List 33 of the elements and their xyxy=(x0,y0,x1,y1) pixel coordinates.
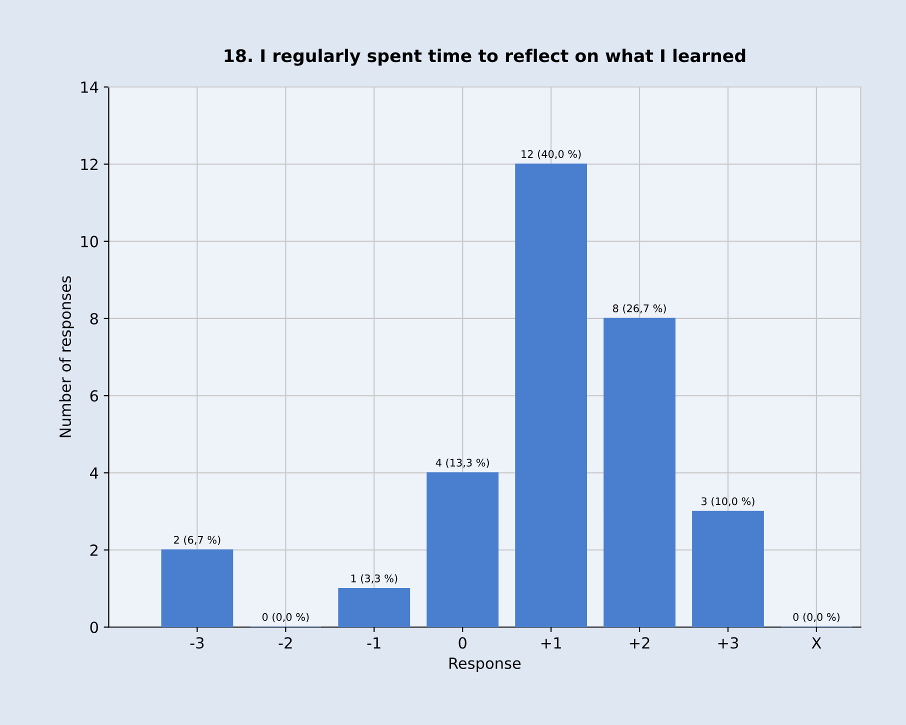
x-tick-label: +1 xyxy=(541,637,561,648)
data-label: 1 (3,3 %) xyxy=(351,574,398,584)
y-tick-label: 12 xyxy=(81,158,98,170)
x-tick-label: -2 xyxy=(278,637,292,648)
y-tick-label: 0 xyxy=(90,622,98,634)
data-label: 0 (0,0 %) xyxy=(262,612,309,622)
bar xyxy=(338,588,410,628)
bar xyxy=(604,318,676,628)
bar xyxy=(426,472,499,628)
data-label: 3 (10,0 %) xyxy=(702,497,754,506)
data-label: 4 (13,3 %) xyxy=(436,458,489,468)
y-axis-title: Number of responses xyxy=(59,276,74,438)
data-label: 12 (40,0 %) xyxy=(522,150,581,160)
x-axis-title: Response xyxy=(450,658,521,672)
y-tick-label: 2 xyxy=(90,544,98,556)
bar xyxy=(692,510,764,628)
x-tick-label: X xyxy=(812,637,822,648)
data-label: 2 (6,7 %) xyxy=(174,536,220,546)
data-label: 0 (0,0 %) xyxy=(793,612,840,622)
y-tick-label: 14 xyxy=(81,82,98,93)
x-tick-label: +3 xyxy=(718,637,738,649)
bar xyxy=(161,549,234,628)
bar xyxy=(515,164,588,628)
x-tick-label: +2 xyxy=(630,637,650,648)
chart-title: 18. I regularly spent time to reflect on what I learned xyxy=(224,48,746,66)
x-tick-label: 0 xyxy=(458,637,466,649)
data-label: 8 (26,7 %) xyxy=(613,304,666,314)
y-tick-label: 10 xyxy=(81,236,98,248)
x-tick-label: -3 xyxy=(190,637,204,649)
x-tick-label: -1 xyxy=(367,637,380,648)
y-tick-label: 4 xyxy=(90,467,98,479)
y-tick-label: 6 xyxy=(90,390,98,402)
y-tick-label: 8 xyxy=(90,312,98,325)
